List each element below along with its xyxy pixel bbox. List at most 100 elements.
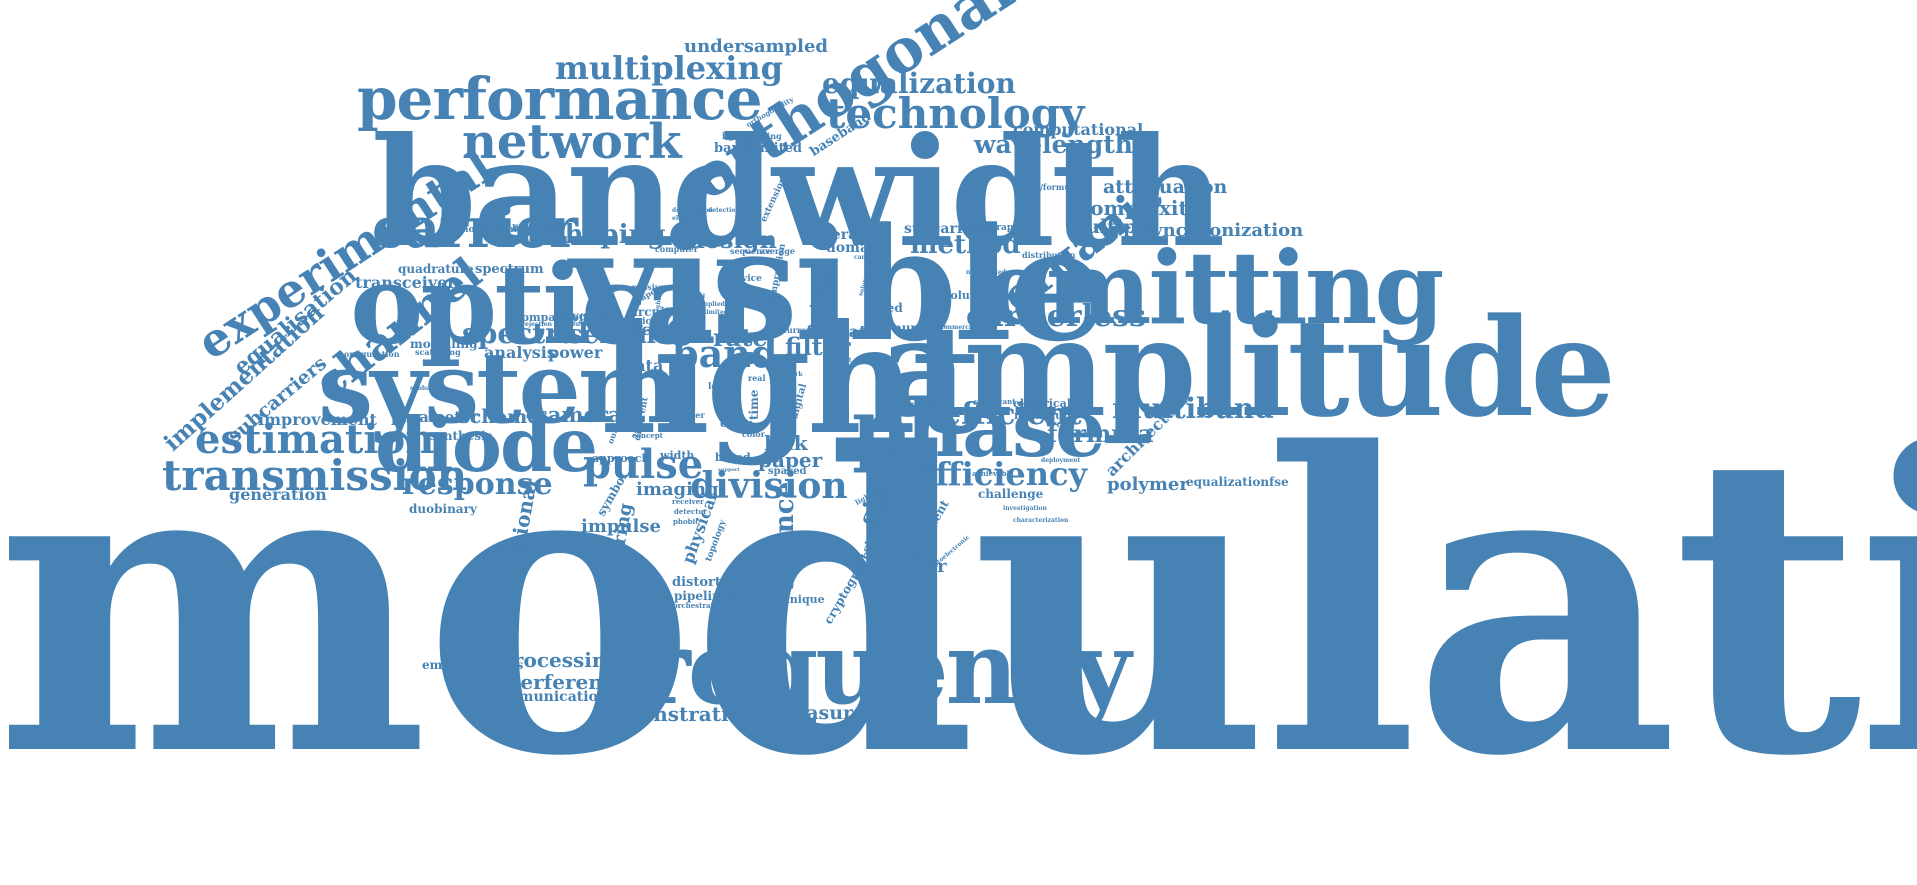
word-performance: performance	[357, 65, 763, 133]
word-response: response	[402, 467, 553, 502]
word-present: present	[680, 293, 706, 300]
word-measurement: measurement	[774, 702, 920, 724]
word-rejection: rejection	[522, 321, 553, 328]
word-computational: computational	[1013, 120, 1144, 139]
word-propose: propose	[866, 355, 893, 362]
word-wavelength: wavelength	[974, 130, 1133, 159]
word-data: data	[624, 356, 664, 375]
word-optic: optic	[606, 320, 652, 339]
word-power: power	[548, 343, 603, 362]
word-bandlimited: bandlimited	[714, 141, 802, 156]
word-investigation: investigation	[1003, 505, 1047, 512]
word-concept: concept	[632, 431, 663, 440]
word-advance: advance	[905, 465, 933, 472]
word-multiband: multiband	[1112, 392, 1274, 425]
word-support: support	[718, 467, 740, 473]
word-shaping: shaping	[550, 220, 666, 250]
word-subband: subband	[410, 385, 439, 392]
word-interference: interference	[489, 670, 628, 694]
word-technique: technique	[763, 593, 825, 606]
word-achievable: achievable	[972, 469, 1014, 478]
word-spectral: spectral	[462, 317, 589, 350]
word-electronic: electronic	[672, 215, 706, 222]
word-development: development	[490, 545, 534, 552]
word-format: format	[806, 322, 867, 341]
word-transceiver: transceiver	[355, 273, 456, 292]
word-maximum: maximum	[1014, 409, 1075, 422]
word-transmission: transmission	[162, 451, 468, 500]
word-configuration: configuration	[339, 349, 400, 359]
word-processing: processing	[499, 648, 621, 672]
word-limited: limited	[704, 309, 728, 316]
word-scheme: scheme	[459, 406, 540, 428]
word-duobinary: duobinary	[409, 502, 477, 516]
word-work: work	[786, 371, 803, 378]
word-improvement: improvement	[258, 410, 377, 429]
word-quadrature: quadrature	[398, 262, 474, 276]
word-amplitude: amplitude	[880, 288, 1616, 447]
word-pipelining: pipelining	[674, 589, 743, 603]
word-approach: approach	[592, 452, 650, 465]
word-led: led	[708, 382, 724, 392]
word-division: division	[690, 465, 848, 507]
word-commercial: commercial	[938, 324, 978, 331]
word-condition: condition	[895, 399, 938, 409]
word-traditional: traditional	[875, 453, 905, 459]
word-multiplexed: multiplexed	[966, 269, 1006, 276]
word-emittingdiodes: emittingdiodes	[422, 658, 524, 672]
word-number: number	[893, 321, 946, 335]
word-computer: computer	[655, 244, 699, 254]
word-diode: diode	[375, 401, 598, 489]
word-current: current	[782, 325, 816, 335]
word-color: color	[742, 429, 765, 439]
word-science: science	[770, 481, 800, 590]
word-complexity: complexity	[1078, 196, 1200, 220]
word-likelihood: likelihood	[512, 224, 563, 234]
word-frequency: frequency	[598, 609, 1131, 727]
word-holographic: holographic	[462, 225, 523, 235]
word-synchronization: synchronization	[1142, 220, 1304, 241]
word-modelling: modelling	[410, 337, 478, 351]
word-imaging: imaging	[636, 479, 719, 500]
word-electrical: electrical	[1013, 397, 1071, 410]
word-spaced: spaced	[768, 466, 807, 477]
word-fiber: fiber	[671, 366, 695, 376]
word-device: device	[730, 274, 762, 284]
word-analysis: analysis	[484, 343, 556, 362]
word-sequence: sequence	[730, 246, 772, 256]
word-domain: domain	[826, 240, 885, 256]
word-synthesis: synthesis	[430, 429, 493, 443]
word-formula: formula	[1047, 419, 1154, 448]
word-order: order	[675, 324, 703, 334]
word-sefdm: sefdm	[568, 320, 657, 350]
word-circuit: circuit	[626, 305, 671, 319]
word-detection: detection	[708, 207, 740, 214]
word-transmitter: transmitter	[870, 485, 909, 492]
word-polymer: polymer	[1107, 474, 1189, 495]
word-based: based	[715, 451, 751, 464]
word-method: method	[910, 230, 1021, 260]
word-spectrum: spectrum	[475, 262, 544, 277]
word-equalizationfse: equalizationfse	[1186, 475, 1289, 489]
word-multiplexing: multiplexing	[555, 49, 783, 87]
word-lightemitting: lightemitting	[722, 131, 782, 141]
word-emitting: emitting	[985, 229, 1444, 347]
word-system: system	[318, 331, 682, 446]
word-phase: phase	[852, 381, 1106, 475]
word-evolution: evolution	[937, 289, 995, 302]
word-impulse: impulse	[581, 516, 661, 537]
word-distortion: distortion	[672, 575, 744, 590]
word-detector: detector	[674, 507, 707, 516]
word-estimation: estimation	[195, 416, 435, 463]
word-deployment: deployment	[1041, 457, 1081, 464]
word-band: band	[672, 331, 778, 376]
word-subcarrier: subcarrier	[904, 221, 986, 237]
word-parameter: parameter	[391, 408, 479, 426]
word-attenuation: attenuation	[1103, 176, 1228, 198]
word-significant: significant	[974, 397, 1016, 406]
word-paper: paper	[758, 448, 823, 472]
word-speed: speed	[864, 301, 903, 315]
word-rate: rate	[713, 323, 768, 352]
word-network: network	[462, 114, 682, 170]
